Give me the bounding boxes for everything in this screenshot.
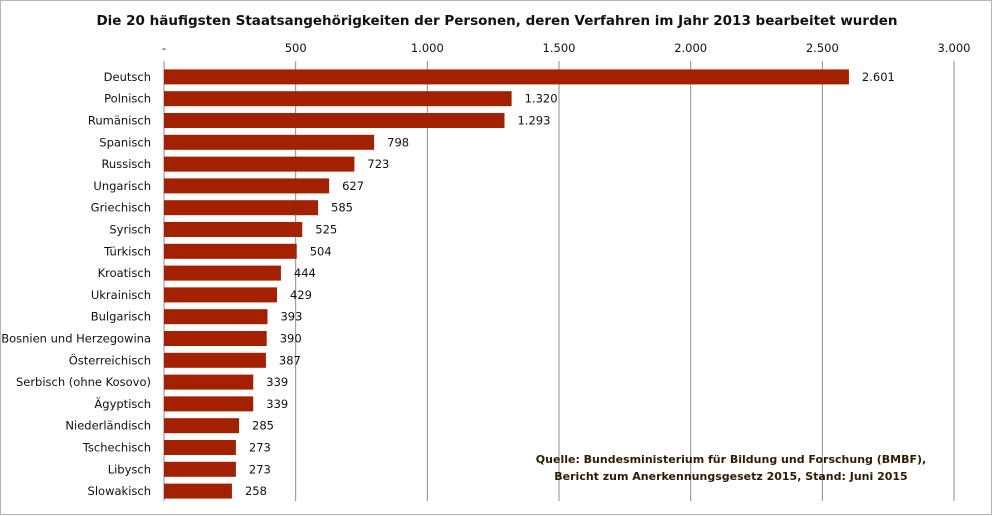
category-label: Bosnien und Herzegowina <box>1 332 151 346</box>
x-tick-label: 1.000 <box>411 41 444 55</box>
x-tick-label: 2.000 <box>674 41 707 55</box>
data-label: 627 <box>342 179 364 193</box>
grid-lines <box>163 61 955 501</box>
category-labels: Deutsch Polnisch Rumänisch Spanisch Russisch… <box>1 70 151 498</box>
data-label: 798 <box>387 135 409 149</box>
data-label: 1.293 <box>517 114 550 128</box>
chart-title: Die 20 häufigsten Staatsangehörigkeiten … <box>96 13 897 29</box>
data-label: 393 <box>280 310 302 324</box>
bar <box>164 461 236 477</box>
category-label: Griechisch <box>91 201 151 215</box>
bar <box>164 418 240 434</box>
data-label: 444 <box>294 266 316 280</box>
category-label: Bulgarisch <box>91 310 151 324</box>
bar <box>164 222 303 237</box>
data-label: 723 <box>367 157 389 171</box>
category-label: Slowakisch <box>88 484 151 498</box>
data-label: 258 <box>245 484 267 498</box>
data-label: 525 <box>315 223 337 237</box>
category-label: Ukrainisch <box>91 288 151 302</box>
category-label: Polnisch <box>104 92 151 106</box>
data-label: 339 <box>266 375 288 389</box>
data-label: 2.601 <box>862 70 895 84</box>
bar <box>164 156 355 172</box>
bar <box>164 483 232 499</box>
category-label: Niederländisch <box>65 419 151 433</box>
source-note-line-1: Quelle: Bundesministerium für Bildung un… <box>536 453 926 466</box>
data-label: 387 <box>279 353 301 367</box>
bars <box>164 69 849 499</box>
bar <box>164 91 512 107</box>
category-label: Kroatisch <box>98 266 151 280</box>
category-label: Tschechisch <box>82 441 151 455</box>
data-label: 339 <box>266 397 288 411</box>
bar <box>164 69 849 85</box>
bar <box>164 440 236 455</box>
x-tick-label: 1.500 <box>543 41 576 55</box>
bar <box>164 243 297 259</box>
source-note-line-2: Bericht zum Anerkennungsgesetz 2015, Sta… <box>554 470 907 483</box>
bar <box>164 113 505 128</box>
category-label: Ungarisch <box>93 179 151 193</box>
data-label: 504 <box>310 244 332 258</box>
x-axis-ticks: - 500 1.000 1.500 2.000 2.500 3.000 <box>162 41 971 55</box>
data-label: 585 <box>331 201 353 215</box>
bar <box>164 352 266 368</box>
bar <box>164 200 319 216</box>
bar <box>164 134 375 150</box>
category-label: Rumänisch <box>88 114 151 128</box>
bar <box>164 265 281 281</box>
bar <box>164 287 277 303</box>
data-label: 429 <box>290 288 312 302</box>
bar <box>164 374 254 390</box>
data-label: 273 <box>249 441 271 455</box>
x-tick-label: 2.500 <box>806 41 839 55</box>
category-label: Libysch <box>108 462 151 476</box>
bar <box>164 331 267 346</box>
category-label: Ägyptisch <box>94 396 151 411</box>
x-tick-label: - <box>162 41 166 55</box>
category-label: Serbisch (ohne Kosovo) <box>16 375 151 389</box>
category-label: Russisch <box>101 157 151 171</box>
bar <box>164 178 330 194</box>
data-label: 390 <box>280 332 302 346</box>
category-label: Österreichisch <box>69 351 151 367</box>
category-label: Syrisch <box>109 223 151 237</box>
data-label: 285 <box>252 419 274 433</box>
category-label: Deutsch <box>104 70 151 84</box>
category-label: Spanisch <box>99 135 151 149</box>
x-tick-label: 3.000 <box>938 41 971 55</box>
bar <box>164 396 254 412</box>
data-label: 273 <box>249 462 271 476</box>
bar <box>164 309 268 325</box>
data-label: 1.320 <box>525 92 558 106</box>
category-label: Türkisch <box>103 244 151 258</box>
x-tick-label: 500 <box>285 41 307 55</box>
